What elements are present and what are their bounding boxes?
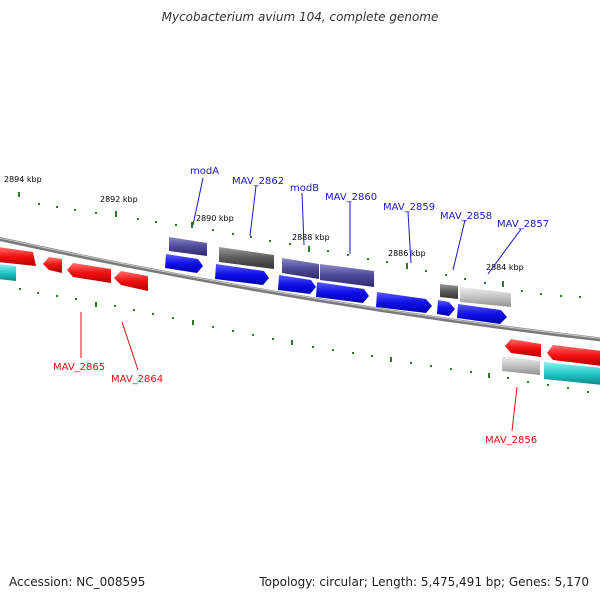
gene-mav2858-feature[interactable] (440, 284, 458, 299)
forward-outer-genes (169, 237, 511, 307)
genome-summary-text: Topology: circular; Length: 5,475,491 bp… (259, 575, 589, 589)
gene-label-mav2856[interactable]: MAV_2856 (485, 435, 537, 446)
forward-label-connectors (192, 177, 522, 275)
gene-label-mav2859[interactable]: MAV_2859 (383, 202, 435, 213)
cds-arrow[interactable] (114, 271, 148, 291)
tick-label: 2890 kbp (196, 214, 234, 223)
cds-arrow[interactable] (215, 264, 269, 285)
gene-mav2857-feature[interactable] (460, 287, 511, 307)
cds-arrow[interactable] (278, 275, 316, 294)
reverse-label-connectors (80, 312, 518, 432)
gene-mav2856-feature[interactable] (502, 356, 540, 375)
map-title: Mycobacterium avium 104, complete genome (161, 10, 439, 24)
gene-label-mav2860[interactable]: MAV_2860 (325, 192, 377, 203)
tick-label: 2894 kbp (4, 175, 42, 184)
cds-arrow[interactable] (165, 254, 203, 273)
reverse-features-right (502, 339, 600, 385)
forward-cds-arrows (165, 254, 507, 324)
inner-tick-row (19, 288, 589, 393)
gene-label-mav2864[interactable]: MAV_2864 (111, 374, 163, 385)
backbone-line (0, 237, 600, 342)
cds-arrow[interactable] (43, 257, 62, 273)
gene-label-mav2865[interactable]: MAV_2865 (53, 362, 105, 373)
rna-feature-left[interactable] (0, 264, 16, 281)
gene-modB-feature[interactable] (282, 258, 319, 279)
tick-label: 2886 kbp (388, 249, 426, 258)
tick-label: 2888 kbp (292, 233, 330, 242)
accession-text: Accession: NC_008595 (9, 575, 146, 589)
gene-label-mav2858[interactable]: MAV_2858 (440, 211, 492, 222)
gene-mav2862-feature[interactable] (219, 247, 274, 269)
rna-feature-right[interactable] (544, 362, 600, 385)
gene-label-mav2862[interactable]: MAV_2862 (232, 176, 284, 187)
tick-label: 2892 kbp (100, 195, 138, 204)
cds-arrow[interactable] (316, 282, 369, 303)
gene-label-modA[interactable]: modA (190, 166, 219, 177)
gene-label-modB[interactable]: modB (290, 183, 319, 194)
cds-arrow[interactable] (437, 300, 455, 316)
gene-modA-feature[interactable] (169, 237, 207, 256)
cds-arrow[interactable] (505, 339, 541, 357)
cds-arrow[interactable] (67, 263, 111, 283)
gene-mav2860-feature[interactable] (320, 264, 374, 287)
cds-arrow[interactable] (457, 304, 507, 324)
cds-arrow[interactable] (0, 247, 36, 266)
tick-label: 2884 kbp (486, 263, 524, 272)
backbone-highlight (0, 237, 600, 339)
cds-arrow[interactable] (376, 292, 432, 313)
cds-arrow[interactable] (547, 345, 600, 366)
outer-tick-row (18, 192, 581, 298)
gene-label-mav2857[interactable]: MAV_2857 (497, 219, 549, 230)
reverse-cds-arrows-left (0, 247, 148, 291)
